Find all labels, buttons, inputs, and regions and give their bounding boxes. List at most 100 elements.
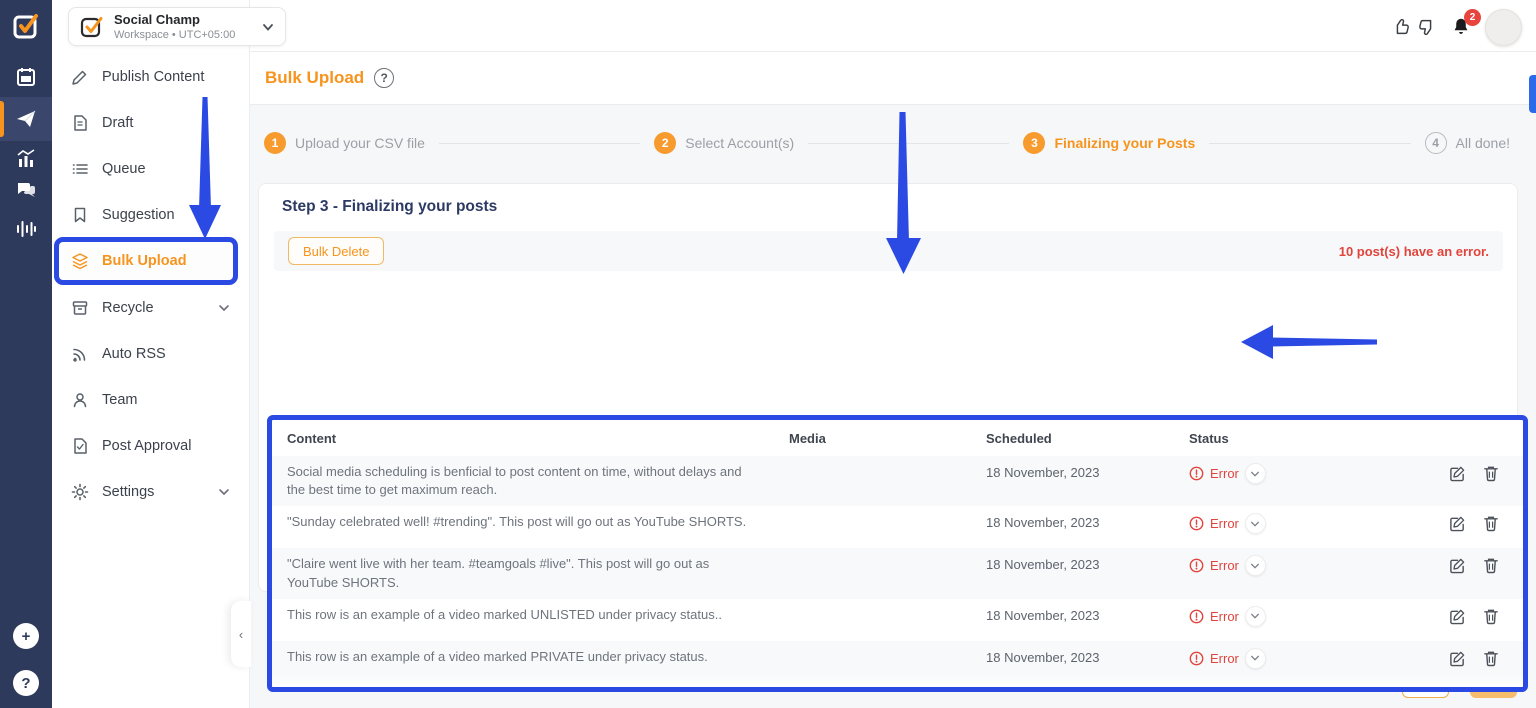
right-edge-tab[interactable] — [1529, 75, 1536, 113]
pencil-icon — [70, 67, 90, 87]
sidebar-collapse-handle[interactable]: ‹ — [231, 601, 251, 667]
post-scheduled-date: 18 November, 2023 — [986, 515, 1100, 531]
workspace-meta: Workspace • UTC+05:00 — [114, 28, 236, 41]
table-row: This row is an example of a video marked… — [272, 640, 1523, 683]
publish-paper-plane-icon[interactable] — [0, 97, 52, 141]
waveform-icon[interactable] — [0, 210, 52, 248]
bulk-delete-button[interactable]: Bulk Delete — [288, 237, 385, 265]
sidebar-item-queue[interactable]: Queue — [62, 149, 240, 189]
edit-post-icon[interactable] — [1449, 557, 1467, 575]
table-row: Social media scheduling is benficial to … — [272, 456, 1523, 507]
edit-post-icon[interactable] — [1449, 465, 1467, 483]
status-expand-chevron[interactable] — [1244, 605, 1266, 627]
stepper: 1 Upload your CSV file 2 Select Account(… — [250, 105, 1536, 181]
post-content: This row is an example of a video marked… — [272, 690, 779, 692]
status-label: Error — [1210, 650, 1239, 666]
bookmark-icon — [70, 205, 90, 225]
help-button[interactable]: ? — [13, 670, 39, 696]
post-media — [779, 606, 976, 608]
conversations-icon[interactable] — [0, 170, 52, 208]
step-number: 1 — [264, 132, 286, 154]
sidebar-item-team[interactable]: Team — [62, 380, 240, 420]
status-expand-chevron[interactable] — [1245, 690, 1266, 692]
page-title: Bulk Upload — [265, 68, 365, 87]
chevron-down-icon — [261, 20, 275, 34]
chevron-down-icon — [218, 486, 230, 498]
step3-card: Step 3 - Finalizing your posts Bulk Dele… — [258, 183, 1528, 692]
sidebar-item-label: Draft — [102, 115, 134, 131]
sidebar-item-settings[interactable]: Settings — [62, 472, 240, 512]
sidebar-item-draft[interactable]: Draft — [62, 103, 240, 143]
edit-post-icon[interactable] — [1449, 650, 1467, 668]
delete-post-icon[interactable] — [1483, 465, 1501, 483]
chevron-down-icon — [218, 302, 230, 314]
table-header-row: Content Media Scheduled Status — [272, 420, 1523, 456]
gear-icon — [70, 482, 90, 502]
rss-icon — [70, 344, 90, 364]
sidebar-item-label: Bulk Upload — [102, 253, 187, 269]
page-header: Bulk Upload ? — [250, 52, 1536, 105]
step-label: Select Account(s) — [685, 135, 795, 151]
edit-post-icon[interactable] — [1449, 608, 1467, 626]
post-media — [779, 690, 976, 692]
step-connector — [438, 142, 641, 144]
column-header-media: Media — [789, 430, 826, 446]
calendar-icon[interactable] — [0, 58, 52, 96]
sidebar-item-label: Post Approval — [102, 438, 192, 454]
icon-rail: + ? — [0, 0, 52, 708]
status-expand-chevron[interactable] — [1244, 463, 1266, 484]
column-header-scheduled: Scheduled — [986, 430, 1052, 446]
notification-count-badge: 2 — [1464, 9, 1481, 26]
delete-post-icon[interactable] — [1483, 557, 1501, 575]
status-expand-chevron[interactable] — [1244, 647, 1266, 669]
step-connector — [1209, 142, 1411, 144]
analytics-icon[interactable] — [0, 140, 52, 178]
table-row: "Sunday celebrated well! #trending". Thi… — [272, 506, 1523, 548]
help-icon[interactable]: ? — [374, 68, 395, 88]
sidebar-item-publish-content[interactable]: Publish Content — [62, 57, 240, 97]
posts-table: Content Media Scheduled Status Social me… — [272, 420, 1523, 687]
thumbs-down-icon[interactable] — [1415, 16, 1437, 38]
delete-post-icon[interactable] — [1483, 650, 1501, 668]
thumbs-up-icon[interactable] — [1391, 16, 1413, 38]
archive-icon — [70, 298, 90, 318]
sidebar-item-label: Auto RSS — [102, 346, 166, 362]
column-header-content: Content — [287, 430, 337, 446]
post-scheduled-date: 18 November, 2023 — [986, 649, 1100, 665]
status-label: Error — [1210, 466, 1239, 481]
add-button[interactable]: + — [13, 623, 39, 649]
sidebar-item-label: Team — [102, 392, 138, 408]
status-expand-chevron[interactable] — [1244, 513, 1266, 535]
sidebar-item-recycle[interactable]: Recycle — [62, 288, 240, 328]
step-number: 4 — [1424, 132, 1447, 154]
step-all-done: 4 All done! — [1424, 132, 1511, 154]
post-scheduled-date: 18 November, 2023 — [986, 465, 1100, 480]
error-icon — [1189, 516, 1204, 531]
post-scheduled-date: 18 November, 2023 — [986, 607, 1100, 623]
layers-icon — [70, 251, 90, 271]
table-row: "Claire went live with her team. #teamgo… — [272, 548, 1523, 599]
workspace-selector[interactable]: Social Champ Workspace • UTC+05:00 — [68, 7, 286, 46]
status-expand-chevron[interactable] — [1244, 555, 1266, 577]
sidebar-item-suggestion[interactable]: Suggestion — [62, 195, 240, 235]
error-icon — [1189, 466, 1204, 481]
user-avatar[interactable] — [1485, 8, 1522, 46]
socialchamp-logo-icon[interactable] — [8, 8, 44, 44]
step-upload-csv: 1 Upload your CSV file — [264, 132, 425, 154]
table-toolbar: Bulk Delete 10 post(s) have an error. — [274, 231, 1503, 271]
error-icon — [1189, 651, 1204, 666]
delete-post-icon[interactable] — [1483, 608, 1501, 626]
post-content: "Sunday celebrated well! #trending". Thi… — [287, 514, 747, 530]
error-icon — [1189, 609, 1204, 624]
sidebar-item-label: Queue — [102, 161, 146, 177]
queue-icon — [70, 159, 90, 179]
step-label: All done! — [1455, 135, 1511, 151]
status-label: Error — [1210, 608, 1239, 624]
sidebar-item-auto-rss[interactable]: Auto RSS — [62, 334, 240, 374]
edit-post-icon[interactable] — [1449, 515, 1467, 533]
table-row: This row is an example of a video marked… — [272, 599, 1523, 641]
delete-post-icon[interactable] — [1483, 515, 1501, 533]
sidebar-item-post-approval[interactable]: Post Approval — [62, 426, 240, 466]
sidebar-item-bulk-upload[interactable]: Bulk Upload — [62, 241, 240, 281]
notifications-bell-icon[interactable]: 2 — [1447, 9, 1481, 41]
